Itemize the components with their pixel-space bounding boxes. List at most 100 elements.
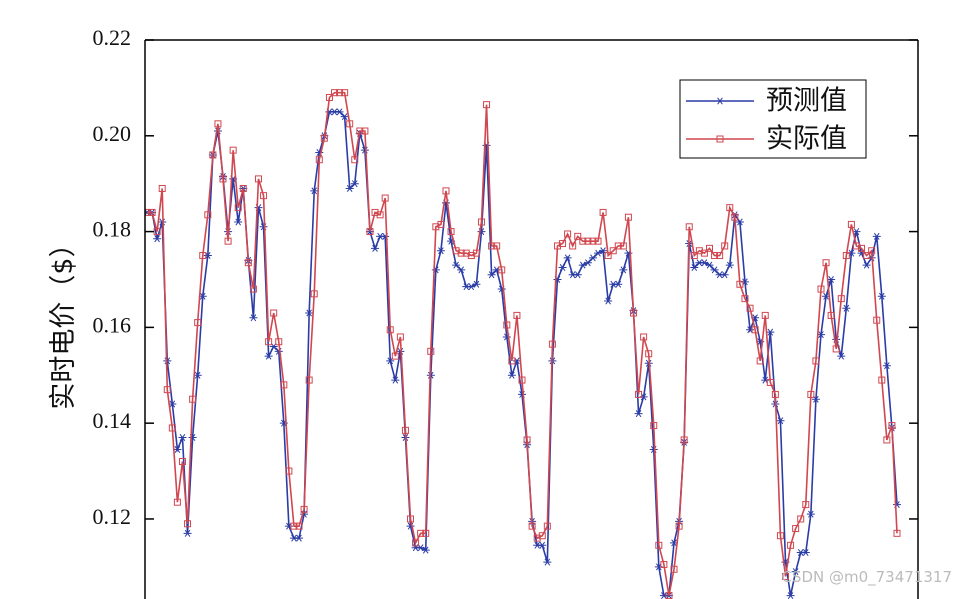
point-marker xyxy=(249,285,257,293)
point-marker xyxy=(716,97,724,105)
point-marker xyxy=(863,252,871,260)
point-marker xyxy=(270,309,278,317)
y-tick-label: 0.16 xyxy=(93,312,132,337)
point-marker xyxy=(711,252,719,260)
point-marker xyxy=(336,89,344,97)
point-marker xyxy=(837,352,846,360)
point-marker xyxy=(690,264,699,272)
point-marker xyxy=(209,151,217,159)
point-marker xyxy=(680,436,688,444)
point-marker xyxy=(381,194,389,202)
point-marker xyxy=(705,261,714,269)
y-tick-label: 0.20 xyxy=(93,121,132,146)
point-marker xyxy=(371,244,380,252)
point-marker xyxy=(868,247,876,255)
point-marker xyxy=(543,558,552,566)
point-marker xyxy=(583,259,592,267)
point-marker xyxy=(280,381,288,389)
point-marker xyxy=(189,395,197,403)
point-marker xyxy=(396,333,404,341)
point-marker xyxy=(260,192,268,200)
point-marker xyxy=(457,249,465,257)
point-marker xyxy=(528,522,536,530)
point-marker xyxy=(786,592,795,599)
point-marker xyxy=(341,89,349,97)
point-marker xyxy=(376,211,384,219)
point-marker xyxy=(214,120,222,128)
point-marker xyxy=(234,218,243,226)
point-marker xyxy=(488,242,496,250)
series-line xyxy=(147,91,898,596)
point-marker xyxy=(148,208,156,216)
point-marker xyxy=(315,156,323,164)
point-marker xyxy=(792,525,800,533)
point-marker xyxy=(320,134,328,142)
point-marker xyxy=(817,285,825,293)
point-marker xyxy=(573,271,582,279)
point-marker xyxy=(822,259,830,267)
point-marker xyxy=(761,311,769,319)
point-marker xyxy=(234,204,242,212)
point-marker xyxy=(553,242,561,250)
point-marker xyxy=(199,252,207,260)
point-marker xyxy=(852,242,860,250)
point-marker xyxy=(832,345,840,353)
point-marker xyxy=(716,135,724,143)
point-marker xyxy=(350,180,359,188)
point-marker xyxy=(310,290,318,298)
point-marker xyxy=(305,309,314,317)
point-marker xyxy=(173,498,181,506)
point-marker xyxy=(351,156,359,164)
point-marker xyxy=(366,228,374,236)
point-marker xyxy=(736,280,744,288)
point-marker xyxy=(219,175,227,183)
point-marker xyxy=(533,534,541,542)
point-marker xyxy=(145,208,151,216)
point-marker xyxy=(153,228,161,236)
point-marker xyxy=(842,252,850,260)
point-marker xyxy=(325,93,333,101)
point-marker xyxy=(614,242,622,250)
point-marker xyxy=(498,266,506,274)
point-marker xyxy=(858,244,866,252)
point-marker xyxy=(447,228,455,236)
point-marker xyxy=(660,560,668,568)
point-marker xyxy=(417,529,425,537)
point-marker xyxy=(893,529,901,537)
point-marker xyxy=(432,223,440,231)
point-marker xyxy=(264,352,273,360)
point-marker xyxy=(710,266,719,274)
point-marker xyxy=(295,534,304,542)
point-marker xyxy=(483,101,491,109)
y-tick-label: 0.12 xyxy=(93,504,132,529)
point-marker xyxy=(842,304,851,312)
point-marker xyxy=(204,211,212,219)
point-marker xyxy=(371,208,379,216)
point-marker xyxy=(183,529,192,537)
point-marker xyxy=(472,280,481,288)
point-marker xyxy=(751,326,759,334)
point-marker xyxy=(538,541,547,549)
point-marker xyxy=(650,422,658,430)
point-marker xyxy=(619,266,628,274)
watermark: CSDN @m0_73471317 xyxy=(781,568,952,587)
point-marker xyxy=(244,259,252,267)
point-marker xyxy=(239,184,247,192)
point-marker xyxy=(766,378,774,386)
y-tick-label: 0.18 xyxy=(93,217,132,242)
point-marker xyxy=(731,213,739,221)
point-marker xyxy=(477,218,485,226)
point-marker xyxy=(675,522,683,530)
point-marker xyxy=(574,232,582,240)
point-marker xyxy=(589,237,597,245)
point-marker xyxy=(331,89,338,97)
point-marker xyxy=(345,184,354,192)
point-marker xyxy=(746,304,754,312)
point-marker xyxy=(386,326,394,334)
point-marker xyxy=(346,120,354,128)
point-marker xyxy=(726,204,734,212)
point-marker xyxy=(599,208,607,216)
point-marker xyxy=(249,314,258,322)
point-marker xyxy=(178,434,187,442)
